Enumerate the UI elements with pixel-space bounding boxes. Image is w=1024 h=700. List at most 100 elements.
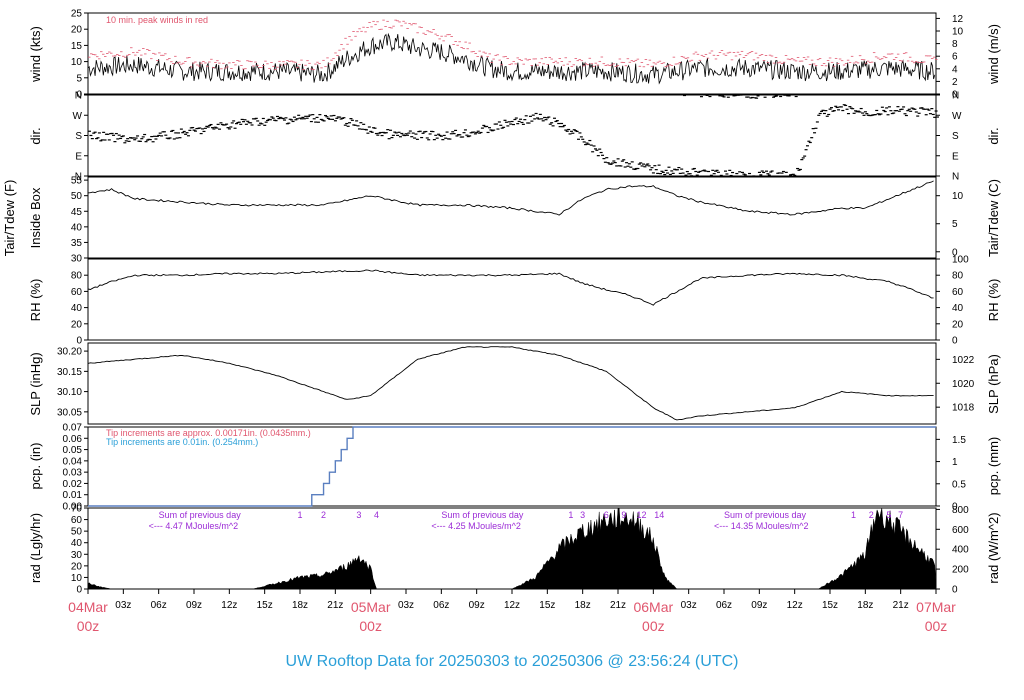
wind-note: 10 min. peak winds in red — [106, 15, 208, 25]
right-tick-label: 12 — [952, 14, 964, 25]
left-tick-label: 60 — [71, 287, 83, 298]
left-tick-label: 30.05 — [57, 407, 82, 418]
left-tick-label: 40 — [71, 538, 83, 549]
left-tick-label: 30.15 — [57, 367, 82, 378]
tair-line — [87, 180, 934, 216]
rad-ylabel-left: rad (Lgly/hr) — [28, 513, 43, 583]
right-tick-label: E — [952, 151, 959, 162]
left-tick-label: 30.10 — [57, 387, 82, 398]
date-label: 05Mar — [351, 599, 391, 615]
right-tick-label: 2 — [952, 77, 958, 88]
rad-sum-value-0: <--- 4.47 MJoules/m^2 — [149, 521, 239, 531]
right-tick-label: 10 — [952, 191, 964, 202]
right-tick-label: 4 — [952, 64, 958, 75]
right-tick-label: 100 — [952, 255, 969, 266]
slp-line — [87, 346, 934, 421]
left-tick-label: 0 — [76, 585, 82, 596]
right-tick-label: N — [952, 91, 959, 102]
left-tick-label: 45 — [71, 207, 83, 218]
right-tick-label: 10 — [952, 27, 964, 38]
left-tick-label: 20 — [71, 319, 83, 330]
left-tick-label: N — [75, 172, 82, 183]
series-layer — [87, 19, 939, 590]
time-tick-label: 03z — [681, 600, 697, 611]
temp-ylabel-right: Tair/Tdew (C) — [986, 179, 1001, 257]
wind-ylabel-left: wind (kts) — [28, 26, 43, 83]
time-tick-label: 09z — [469, 600, 485, 611]
wind-ylabel-right: wind (m/s) — [986, 24, 1001, 85]
right-tick-label: 0 — [952, 247, 958, 258]
left-tick-label: 0.03 — [63, 468, 83, 479]
time-tick-label: 06z — [151, 600, 167, 611]
time-tick-label: 18z — [292, 600, 308, 611]
time-tick-label: 21z — [610, 600, 626, 611]
left-tick-label: 20 — [71, 561, 83, 572]
time-tick-label: 09z — [751, 600, 767, 611]
rad-sum-title-2: Sum of previous day — [724, 510, 807, 520]
left-tick-label: W — [73, 111, 83, 122]
left-tick-label: 15 — [71, 41, 83, 52]
left-tick-label: 5 — [76, 73, 82, 84]
time-tick-label: 12z — [504, 600, 520, 611]
right-tick-label: 0 — [952, 90, 958, 101]
date-label: 06Mar — [633, 599, 673, 615]
rad-hour-mark: 14 — [654, 510, 664, 520]
right-tick-label: 80 — [952, 271, 964, 282]
right-tick-label: 0 — [952, 336, 958, 347]
rad-hour-mark: 12 — [637, 510, 647, 520]
right-tick-label: W — [952, 111, 962, 122]
panel-rh — [87, 258, 937, 341]
left-tick-label: S — [75, 131, 82, 142]
right-tick-label: 0.5 — [952, 479, 966, 490]
date-sub-label: 00z — [359, 618, 382, 634]
time-tick-label: 15z — [822, 600, 838, 611]
left-tick-label: 0.07 — [63, 423, 83, 434]
right-tick-label: 1020 — [952, 379, 975, 390]
pcp-line — [88, 426, 936, 507]
pcp-note-2: Tip increments are 0.01in. (0.254mm.) — [106, 437, 258, 447]
rad-hour-mark: 1 — [297, 510, 302, 520]
date-sub-label: 00z — [642, 618, 665, 634]
rad-hour-mark: 3 — [356, 510, 361, 520]
panel-slp — [87, 342, 937, 425]
right-tick-label: 200 — [952, 565, 969, 576]
rad-hour-mark: 2 — [869, 510, 874, 520]
left-tick-label: 50 — [71, 191, 83, 202]
rh-ylabel-right: RH (%) — [986, 279, 1001, 322]
left-tick-label: 40 — [71, 222, 83, 233]
right-tick-label: 1 — [952, 457, 958, 468]
left-tick-label: 40 — [71, 303, 83, 314]
rad-area — [87, 507, 937, 590]
rad-hour-mark: 3 — [580, 510, 585, 520]
right-tick-label: 0 — [952, 502, 958, 513]
rad-hour-mark: 1 — [851, 510, 856, 520]
slp-ylabel-left: SLP (inHg) — [28, 352, 43, 415]
left-tick-label: 0 — [76, 336, 82, 347]
rad-hour-mark: 4 — [374, 510, 379, 520]
rad-ylabel-right: rad (W/m^2) — [986, 512, 1001, 583]
rad-sum-title-1: Sum of previous day — [441, 510, 524, 520]
left-tick-label: 50 — [71, 527, 83, 538]
wind-line — [87, 32, 936, 85]
rad-hour-mark: 1 — [568, 510, 573, 520]
right-tick-label: 1022 — [952, 355, 975, 366]
left-tick-label: 30 — [71, 550, 83, 561]
rad-hour-mark: 2 — [321, 510, 326, 520]
panel-dir — [87, 94, 937, 177]
left-tick-label: 25 — [71, 9, 83, 20]
panel-wind — [87, 12, 937, 95]
temp-ylabel-left-1: Tair/Tdew (F) — [2, 180, 17, 257]
left-tick-label: 20 — [71, 25, 83, 36]
left-tick-label: 0.00 — [63, 502, 83, 513]
panel-frames — [87, 12, 937, 590]
left-tick-label: 70 — [71, 504, 83, 515]
left-tick-label: 0.05 — [63, 445, 83, 456]
right-tick-label: 400 — [952, 545, 969, 556]
time-tick-label: 15z — [539, 600, 555, 611]
time-tick-label: 18z — [857, 600, 873, 611]
left-tick-label: 10 — [71, 573, 83, 584]
left-tick-label: 0.04 — [63, 456, 83, 467]
right-tick-label: N — [952, 172, 959, 183]
time-tick-label: 06z — [716, 600, 732, 611]
